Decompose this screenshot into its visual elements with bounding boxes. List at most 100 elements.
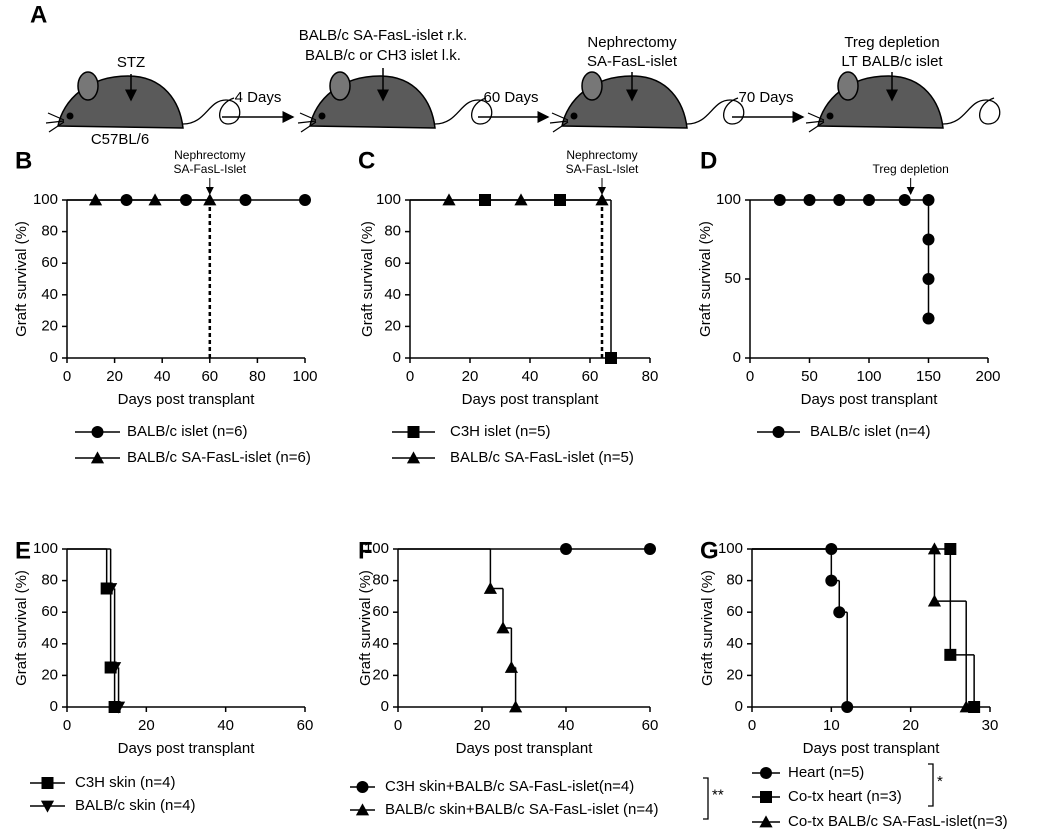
mouse xyxy=(805,71,1001,133)
y-axis-title: Graft survival (%) xyxy=(699,570,716,686)
y-tick-label: 60 xyxy=(41,254,58,271)
mouse xyxy=(297,71,493,133)
marker xyxy=(104,583,118,596)
y-tick-label: 20 xyxy=(41,317,58,334)
y-axis-title: Graft survival (%) xyxy=(359,221,376,337)
x-tick-label: 80 xyxy=(249,368,266,385)
y-tick-label: 100 xyxy=(33,191,58,208)
y-tick-label: 40 xyxy=(726,635,743,652)
marker xyxy=(773,194,786,206)
significance-bracket xyxy=(928,763,934,807)
y-tick-label: 40 xyxy=(372,635,389,652)
mouse-strain: C57BL/6 xyxy=(91,131,149,148)
legend-marker xyxy=(91,426,104,438)
y-tick-label: 80 xyxy=(384,223,401,240)
panel-label: A xyxy=(30,1,47,28)
x-tick-label: 0 xyxy=(746,368,754,385)
chart-panel: G 0 20 40 60 80 100 0 10 20 30 Days post transplant… xyxy=(699,537,1008,830)
chart-panel: E 0 20 40 60 80 100 0 20 40 60 Days post transplant… xyxy=(13,537,313,814)
x-tick-label: 20 xyxy=(462,368,479,385)
x-tick-label: 60 xyxy=(297,717,314,734)
marker xyxy=(944,648,957,661)
marker xyxy=(504,660,518,673)
marker xyxy=(644,543,656,555)
x-tick-label: 40 xyxy=(558,717,575,734)
legend-label: BALB/c SA-FasL-islet (n=5) xyxy=(450,449,634,466)
panel-label: B xyxy=(15,147,32,174)
stage-text: BALB/c SA-FasL-islet r.k. xyxy=(299,27,467,44)
x-tick-label: 60 xyxy=(642,717,659,734)
marker xyxy=(239,194,252,206)
marker xyxy=(833,194,846,206)
legend-label: BALB/c islet (n=4) xyxy=(810,423,930,440)
marker xyxy=(514,193,528,206)
y-tick-label: 0 xyxy=(393,349,401,366)
y-axis-title: Graft survival (%) xyxy=(357,570,374,686)
annotation-text: Treg depletion xyxy=(873,162,949,176)
marker xyxy=(922,194,935,206)
legend-label: BALB/c islet (n=6) xyxy=(127,423,247,440)
x-tick-label: 100 xyxy=(856,368,881,385)
panel-label: D xyxy=(700,147,717,174)
y-tick-label: 60 xyxy=(372,603,389,620)
annotation-text: Nephrectomy xyxy=(174,148,245,162)
y-tick-label: 100 xyxy=(718,540,743,557)
panel-label: E xyxy=(15,537,31,564)
y-tick-label: 100 xyxy=(364,540,389,557)
x-tick-label: 20 xyxy=(106,368,123,385)
x-tick-label: 40 xyxy=(522,368,539,385)
x-tick-label: 20 xyxy=(902,717,919,734)
x-tick-label: 60 xyxy=(582,368,599,385)
marker xyxy=(483,581,497,594)
marker xyxy=(803,194,816,206)
arrows xyxy=(125,68,898,123)
legend-marker xyxy=(356,781,369,793)
stage-text: Treg depletion xyxy=(844,34,939,51)
marker xyxy=(299,194,311,206)
legend-marker xyxy=(759,815,773,828)
legend-label: Co-tx heart (n=3) xyxy=(788,788,902,805)
y-tick-label: 40 xyxy=(41,635,58,652)
y-tick-label: 100 xyxy=(376,191,401,208)
marker xyxy=(203,193,217,206)
marker xyxy=(898,194,911,206)
panel-label: F xyxy=(358,537,373,564)
mouse xyxy=(45,71,241,133)
x-tick-label: 100 xyxy=(292,368,317,385)
marker xyxy=(927,594,942,607)
x-tick-label: 80 xyxy=(642,368,659,385)
x-tick-label: 10 xyxy=(823,717,840,734)
significance-bracket xyxy=(703,777,709,820)
y-tick-label: 80 xyxy=(41,572,58,589)
marker xyxy=(108,662,122,675)
marker xyxy=(922,312,935,325)
y-tick-label: 0 xyxy=(735,698,743,715)
marker xyxy=(496,621,510,634)
y-tick-label: 0 xyxy=(50,349,58,366)
y-tick-label: 50 xyxy=(724,270,741,287)
stage-text: Nephrectomy xyxy=(587,34,677,51)
panel-label: G xyxy=(700,537,719,564)
marker xyxy=(922,233,935,246)
legend-label: BALB/c skin+BALB/c SA-FasL-islet (n=4) xyxy=(385,801,658,818)
stage-text: STZ xyxy=(117,54,145,71)
annotation-text: SA-FasL-Islet xyxy=(173,162,246,176)
chart-panel: B 0 20 40 60 80 100 0 20 40 60 80 100 Days post trans… xyxy=(13,147,318,466)
chart-panel: F 0 20 40 60 80 100 0 20 40 60 Days post transplant… xyxy=(350,537,724,820)
y-tick-label: 20 xyxy=(726,666,743,683)
x-axis-title: Days post transplant xyxy=(118,391,256,408)
y-tick-label: 80 xyxy=(726,572,743,589)
x-tick-label: 0 xyxy=(63,368,71,385)
y-axis-title: Graft survival (%) xyxy=(13,570,30,686)
chart-panel: D 0 50 100 0 50 100 150 200 Days post transplant G… xyxy=(697,147,1001,440)
legend-label: C3H skin (n=4) xyxy=(75,774,175,791)
x-tick-label: 0 xyxy=(748,717,756,734)
legend-marker xyxy=(355,803,370,816)
x-tick-label: 0 xyxy=(406,368,414,385)
x-tick-label: 50 xyxy=(801,368,818,385)
marker xyxy=(88,193,103,206)
marker xyxy=(595,193,609,206)
marker xyxy=(944,543,957,555)
legend-marker xyxy=(41,777,54,789)
